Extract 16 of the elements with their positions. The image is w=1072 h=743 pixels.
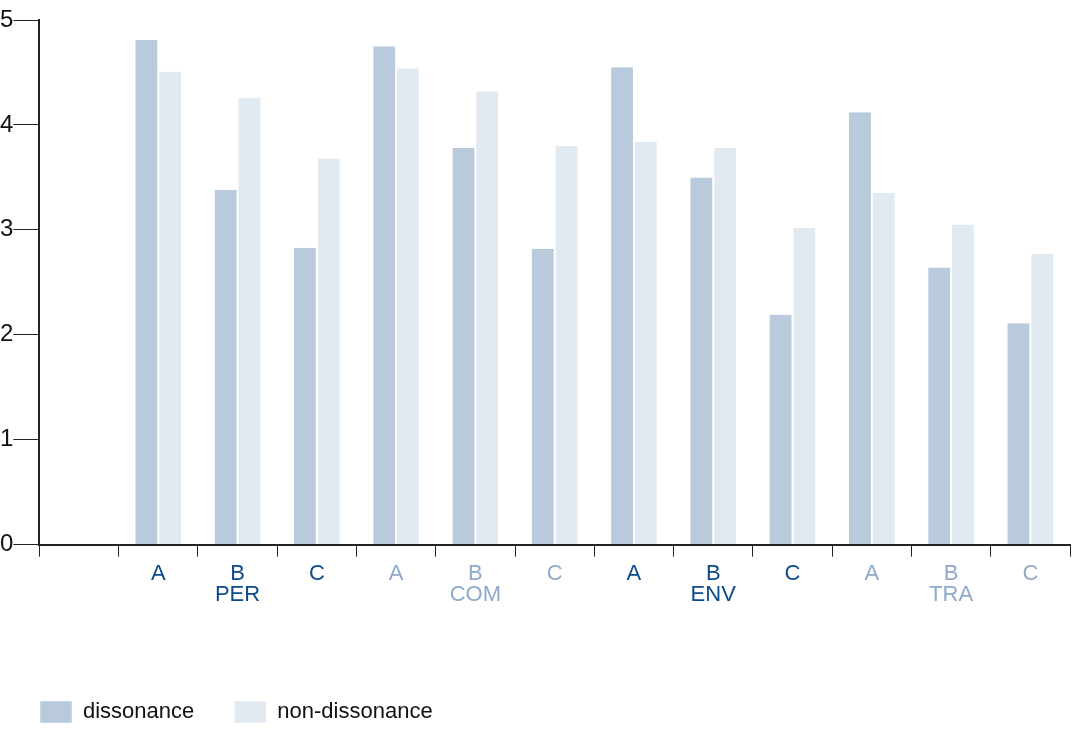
x-tick-label: C: [308, 559, 325, 585]
y-tick-label: 5: [0, 4, 14, 32]
x-tick-label: A: [626, 559, 642, 585]
y-tick-label: 1: [0, 424, 14, 452]
y-tick-label: 4: [0, 109, 14, 137]
x-tick-label: C: [1022, 559, 1039, 585]
y-tick-label: 0: [0, 529, 14, 557]
x-tick-label: A: [864, 559, 880, 585]
y-tick-label: 2: [0, 319, 14, 347]
x-tick-label: A: [388, 559, 404, 585]
x-tick-label: C: [784, 559, 801, 585]
x-tick-label: C: [546, 559, 563, 585]
y-tick-label: 3: [0, 214, 14, 242]
legend-label: non-dissonance: [277, 698, 433, 724]
x-tick-label: A: [150, 559, 166, 585]
legend-label: dissonance: [83, 698, 195, 724]
